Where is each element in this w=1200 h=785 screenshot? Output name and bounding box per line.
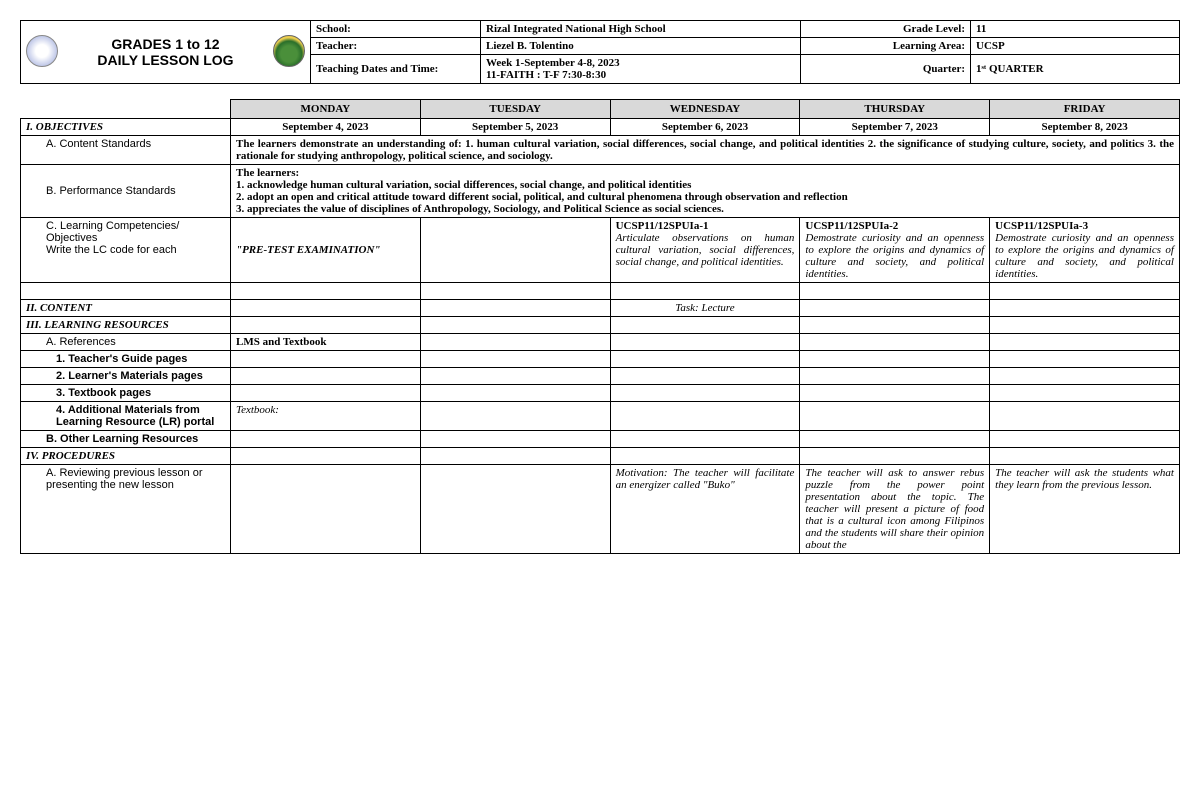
resources-row: III. LEARNING RESOURCES [21,317,1180,334]
resources-label: III. LEARNING RESOURCES [21,317,231,334]
other-resources-row: B. Other Learning Resources [21,431,1180,448]
date-mon: September 4, 2023 [230,119,420,136]
day-thu: THURSDAY [800,100,990,119]
dates-line2: 11-FAITH : T-F 7:30-8:30 [486,69,795,81]
other-label: B. Other Learning Resources [21,431,231,448]
day-wed: WEDNESDAY [610,100,800,119]
lc-wed-text: Articulate observations on human cultura… [616,232,795,268]
quarter-label: Quarter: [801,55,971,84]
learning-competencies-label: C. Learning Competencies/ Objectives Wri… [21,218,231,283]
lc-thu-code: UCSP11/12SPUIa-2 [805,220,984,232]
learners-materials-row: 2. Learner's Materials pages [21,368,1180,385]
day-mon: MONDAY [230,100,420,119]
lm-label: 2. Learner's Materials pages [21,368,231,385]
logo-left-cell [21,21,64,84]
lesson-log-table: MONDAY TUESDAY WEDNESDAY THURSDAY FRIDAY… [20,99,1180,554]
performance-standards-label: B. Performance Standards [21,165,231,218]
review-wed: Motivation: The teacher will facilitate … [610,465,800,554]
dates-label: Teaching Dates and Time: [311,55,481,84]
review-fri: The teacher will ask the students what t… [990,465,1180,554]
performance-standards-text: The learners: 1. acknowledge human cultu… [230,165,1179,218]
quarter-value: 1ˢᵗ QUARTER [971,55,1180,84]
content-label: II. CONTENT [21,300,231,317]
content-standards-row: A. Content Standards The learners demons… [21,136,1180,165]
area-value: UCSP [971,38,1180,55]
teacher-label: Teacher: [311,38,481,55]
review-thu: The teacher will ask to answer rebus puz… [800,465,990,554]
textbook-row: 3. Textbook pages [21,385,1180,402]
review-label: A. Reviewing previous lesson or presenti… [21,465,231,554]
header-table: GRADES 1 to 12 DAILY LESSON LOG School: … [20,20,1180,84]
references-label: A. References [21,334,231,351]
date-thu: September 7, 2023 [800,119,990,136]
school-label: School: [311,21,481,38]
review-row: A. Reviewing previous lesson or presenti… [21,465,1180,554]
tb-label: 3. Textbook pages [21,385,231,402]
procedures-label: IV. PROCEDURES [21,448,231,465]
dates-row: I. OBJECTIVES September 4, 2023 Septembe… [21,119,1180,136]
lc-thu-text: Demostrate curiosity and an openness to … [805,232,984,280]
lc-tue [420,218,610,283]
tg-label: 1. Teacher's Guide pages [21,351,231,368]
school-logo [273,35,305,67]
content-wed: Task: Lecture [610,300,800,317]
lc-fri-text: Demostrate curiosity and an openness to … [995,232,1174,280]
addl-mon: Textbook: [230,402,420,431]
lc-wed: UCSP11/12SPUIa-1 Articulate observations… [610,218,800,283]
content-standards-text: The learners demonstrate an understandin… [230,136,1179,165]
lc-fri: UCSP11/12SPUIa-3 Demostrate curiosity an… [990,218,1180,283]
title-line1: GRADES 1 to 12 [68,36,263,52]
lc-fri-code: UCSP11/12SPUIa-3 [995,220,1174,232]
area-label: Learning Area: [801,38,971,55]
objectives-label: I. OBJECTIVES [21,119,231,136]
day-fri: FRIDAY [990,100,1180,119]
logo-right-cell [268,21,311,84]
references-row: A. References LMS and Textbook [21,334,1180,351]
procedures-row: IV. PROCEDURES [21,448,1180,465]
performance-standards-row: B. Performance Standards The learners: 1… [21,165,1180,218]
grade-label: Grade Level: [801,21,971,38]
teachers-guide-row: 1. Teacher's Guide pages [21,351,1180,368]
learning-competencies-row: C. Learning Competencies/ Objectives Wri… [21,218,1180,283]
dates-value: Week 1-September 4-8, 2023 11-FAITH : T-… [481,55,801,84]
lc-thu: UCSP11/12SPUIa-2 Demostrate curiosity an… [800,218,990,283]
title-cell: GRADES 1 to 12 DAILY LESSON LOG [63,21,268,84]
date-tue: September 5, 2023 [420,119,610,136]
lc-mon: "PRE-TEST EXAMINATION" [230,218,420,283]
spacer-row [21,283,1180,300]
content-row: II. CONTENT Task: Lecture [21,300,1180,317]
dates-line1: Week 1-September 4-8, 2023 [486,57,795,69]
day-tue: TUESDAY [420,100,610,119]
grade-value: 11 [971,21,1180,38]
school-value: Rizal Integrated National High School [481,21,801,38]
title-line2: DAILY LESSON LOG [68,52,263,68]
days-row: MONDAY TUESDAY WEDNESDAY THURSDAY FRIDAY [21,100,1180,119]
addl-label: 4. Additional Materials from Learning Re… [21,402,231,431]
date-fri: September 8, 2023 [990,119,1180,136]
references-mon: LMS and Textbook [230,334,420,351]
deped-logo [26,35,58,67]
date-wed: September 6, 2023 [610,119,800,136]
lc-wed-code: UCSP11/12SPUIa-1 [616,220,795,232]
content-standards-label: A. Content Standards [21,136,231,165]
teacher-value: Liezel B. Tolentino [481,38,801,55]
additional-materials-row: 4. Additional Materials from Learning Re… [21,402,1180,431]
